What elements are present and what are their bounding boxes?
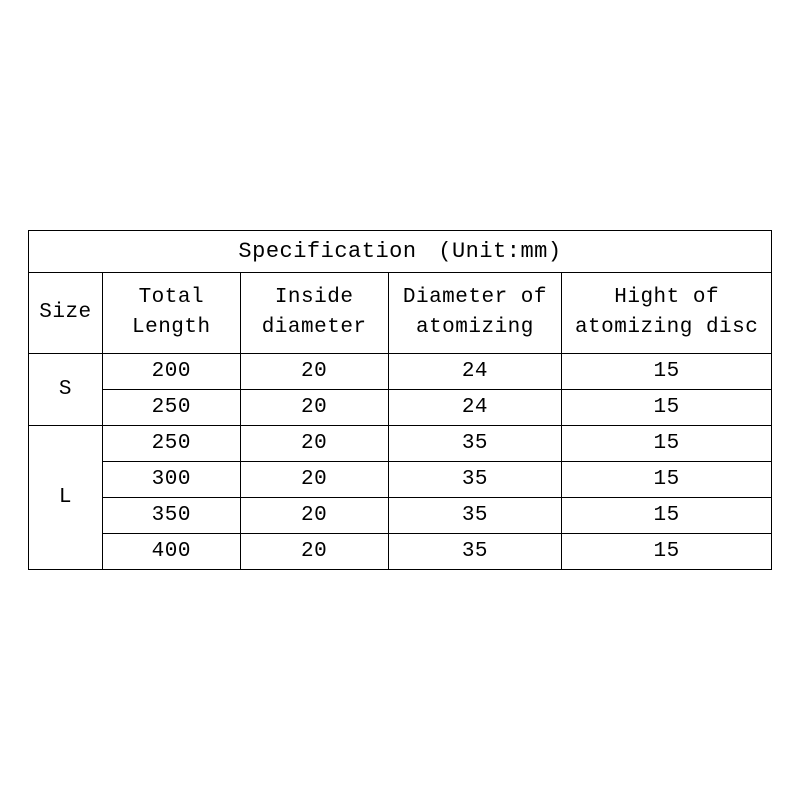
size-cell: S <box>29 354 103 426</box>
cell-inside-diameter: 20 <box>240 534 388 570</box>
cell-total-length: 250 <box>102 390 240 426</box>
cell-height-disc: 15 <box>562 426 772 462</box>
cell-diameter-atomizing: 24 <box>388 354 562 390</box>
table-header-row: Size Total Length Inside diameter Diamet… <box>29 272 772 354</box>
table-row: L 250 20 35 15 <box>29 426 772 462</box>
cell-total-length: 350 <box>102 498 240 534</box>
specification-table: Specification (Unit:mm) Size Total Lengt… <box>28 230 772 571</box>
cell-inside-diameter: 20 <box>240 426 388 462</box>
col-header-height-disc: Hight of atomizing disc <box>562 272 772 354</box>
cell-height-disc: 15 <box>562 354 772 390</box>
cell-diameter-atomizing: 35 <box>388 462 562 498</box>
cell-total-length: 250 <box>102 426 240 462</box>
cell-total-length: 200 <box>102 354 240 390</box>
cell-inside-diameter: 20 <box>240 462 388 498</box>
table-row: 400 20 35 15 <box>29 534 772 570</box>
cell-diameter-atomizing: 35 <box>388 534 562 570</box>
col-header-inside-diameter: Inside diameter <box>240 272 388 354</box>
table-row: S 200 20 24 15 <box>29 354 772 390</box>
table-title: Specification (Unit:mm) <box>29 230 772 272</box>
cell-inside-diameter: 20 <box>240 354 388 390</box>
cell-total-length: 400 <box>102 534 240 570</box>
cell-height-disc: 15 <box>562 462 772 498</box>
table-title-row: Specification (Unit:mm) <box>29 230 772 272</box>
cell-inside-diameter: 20 <box>240 498 388 534</box>
col-header-diameter-atomizing: Diameter of atomizing <box>388 272 562 354</box>
col-header-size: Size <box>29 272 103 354</box>
cell-total-length: 300 <box>102 462 240 498</box>
cell-height-disc: 15 <box>562 534 772 570</box>
col-header-total-length: Total Length <box>102 272 240 354</box>
table-row: 350 20 35 15 <box>29 498 772 534</box>
page-container: Specification (Unit:mm) Size Total Lengt… <box>0 0 800 800</box>
cell-height-disc: 15 <box>562 390 772 426</box>
cell-diameter-atomizing: 24 <box>388 390 562 426</box>
cell-diameter-atomizing: 35 <box>388 426 562 462</box>
table-row: 250 20 24 15 <box>29 390 772 426</box>
cell-diameter-atomizing: 35 <box>388 498 562 534</box>
size-cell: L <box>29 426 103 570</box>
table-row: 300 20 35 15 <box>29 462 772 498</box>
cell-inside-diameter: 20 <box>240 390 388 426</box>
cell-height-disc: 15 <box>562 498 772 534</box>
